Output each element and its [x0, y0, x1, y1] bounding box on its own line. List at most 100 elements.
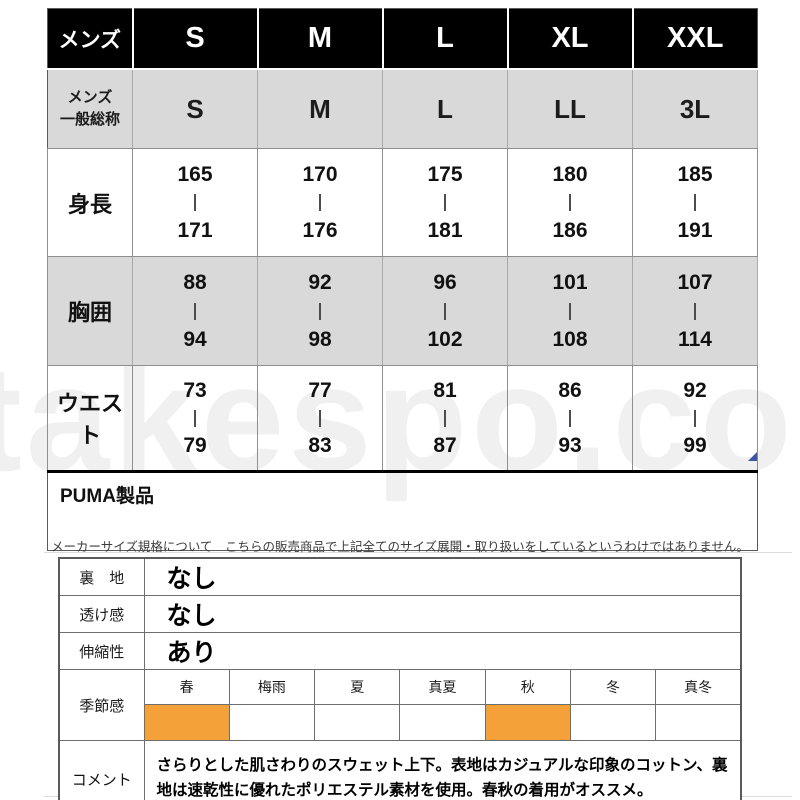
chest-range-cell: 88 94: [132, 256, 258, 366]
range-min: 180: [552, 163, 588, 186]
waist-range-cell: 92 99: [632, 365, 758, 472]
stretch-label: 伸縮性: [58, 632, 145, 670]
range-max: 79: [183, 433, 207, 457]
range-min: 170: [302, 163, 338, 186]
sheerness-label: 透け感: [58, 595, 145, 633]
range-separator: [194, 302, 196, 320]
season-summer-indicator: [314, 704, 401, 741]
season-winter-indicator: [569, 704, 657, 741]
season-row-label: 季節感: [58, 669, 145, 741]
range-separator: [319, 302, 321, 320]
range-max: 94: [183, 327, 207, 351]
stretch-row: 伸縮性 あり: [58, 632, 742, 670]
range-min: 165: [177, 163, 213, 186]
range-max: 181: [427, 219, 463, 242]
season-rainy-label: 梅雨: [228, 669, 316, 705]
alias-label-line1: メンズ: [67, 88, 113, 106]
lining-value: なし: [143, 557, 742, 596]
range-min: 92: [308, 271, 332, 295]
section-divider-top: [44, 552, 792, 553]
season-spring-label: 春: [143, 669, 230, 705]
alias-value: 3L: [632, 68, 758, 149]
range-separator: [444, 302, 446, 320]
range-max: 87: [433, 433, 457, 457]
season-autumn-indicator: [484, 704, 571, 741]
height-range-cell: 170 176: [257, 148, 383, 257]
season-header-row: 季節感 春 梅雨 夏 真夏 秋 冬 真冬: [58, 669, 742, 741]
size-header-corner-label: メンズ: [47, 8, 134, 69]
size-header-m: M: [257, 8, 384, 69]
chest-range-cell: 101 108: [507, 256, 633, 366]
alias-value: M: [257, 68, 383, 149]
height-range-cell: 185 191: [632, 148, 758, 257]
range-max: 98: [308, 327, 332, 351]
range-min: 73: [183, 379, 207, 403]
range-separator: [194, 409, 196, 427]
range-min: 88: [183, 271, 207, 295]
size-header-xl: XL: [507, 8, 634, 69]
range-max: 114: [678, 327, 712, 351]
brand-label: PUMA製品: [47, 470, 758, 551]
alias-value: LL: [507, 68, 633, 149]
range-min: 81: [433, 379, 457, 403]
range-separator: [569, 302, 571, 320]
season-winter-label: 冬: [569, 669, 657, 705]
product-info-table: 裏 地 なし 透け感 なし 伸縮性 あり 季節感 春 梅雨 夏 真夏 秋 冬 真…: [58, 557, 742, 800]
size-header-s: S: [132, 8, 259, 69]
alias-value: L: [382, 68, 508, 149]
size-header-l: L: [382, 8, 509, 69]
season-rainy-indicator: [228, 704, 316, 741]
season-midsummer-indicator: [399, 704, 486, 741]
height-range-cell: 180 186: [507, 148, 633, 257]
alias-row-label: メンズ 一般総称: [47, 68, 133, 149]
season-midwinter-indicator: [655, 704, 742, 741]
chest-row: 胸囲 88 94 92 98 96 102 101 108 107 114: [47, 256, 758, 366]
season-indicator-row: [59, 704, 742, 741]
brand-row: PUMA製品: [47, 470, 758, 551]
range-max: 83: [308, 433, 332, 457]
lining-label: 裏 地: [58, 557, 145, 596]
alias-label-line2: 一般総称: [59, 111, 120, 128]
range-max: 108: [552, 327, 588, 351]
season-midwinter-label: 真冬: [655, 669, 742, 705]
comment-row: コメント さらりとした肌さわりのスウェット上下。表地はカジュアルな印象のコットン…: [58, 740, 742, 800]
range-separator: [319, 409, 321, 427]
range-min: 92: [683, 379, 707, 403]
size-header-xxl: XXL: [632, 8, 758, 69]
sheerness-row: 透け感 なし: [58, 595, 742, 633]
cell-corner-marker: [748, 452, 757, 461]
range-min: 101: [552, 271, 588, 295]
range-separator: [694, 409, 696, 427]
range-separator: [569, 409, 571, 427]
range-max: 171: [177, 219, 213, 242]
range-max: 191: [677, 219, 713, 242]
waist-range-cell: 73 79: [132, 365, 258, 472]
height-row: 身長 165 171 170 176 175 181 180 186 185 1…: [47, 148, 758, 257]
size-alias-row: メンズ 一般総称 S M L LL 3L: [47, 68, 758, 149]
sheerness-value: なし: [143, 595, 742, 633]
lining-row: 裏 地 なし: [58, 557, 742, 596]
height-row-label: 身長: [47, 148, 133, 257]
range-max: 176: [302, 219, 338, 242]
range-min: 77: [308, 379, 332, 403]
chest-range-cell: 96 102: [382, 256, 508, 366]
range-max: 99: [683, 433, 707, 457]
range-min: 175: [427, 163, 463, 186]
waist-row-label: ウエスト: [47, 365, 133, 472]
season-autumn-label: 秋: [484, 669, 571, 705]
comment-text: さらりとした肌さわりのスウェット上下。表地はカジュアルな印象のコットン、裏地は速…: [143, 740, 742, 800]
season-midsummer-label: 真夏: [399, 669, 486, 705]
chest-range-cell: 107 114: [632, 256, 758, 366]
alias-value: S: [132, 68, 258, 149]
season-summer-label: 夏: [314, 669, 401, 705]
chest-row-label: 胸囲: [47, 256, 133, 366]
range-max: 102: [427, 327, 463, 351]
range-max: 186: [552, 219, 588, 242]
range-separator: [319, 194, 321, 211]
comment-label: コメント: [58, 740, 145, 800]
range-min: 86: [558, 379, 582, 403]
range-separator: [444, 194, 446, 211]
range-separator: [444, 409, 446, 427]
range-separator: [569, 194, 571, 211]
waist-range-cell: 86 93: [507, 365, 633, 472]
